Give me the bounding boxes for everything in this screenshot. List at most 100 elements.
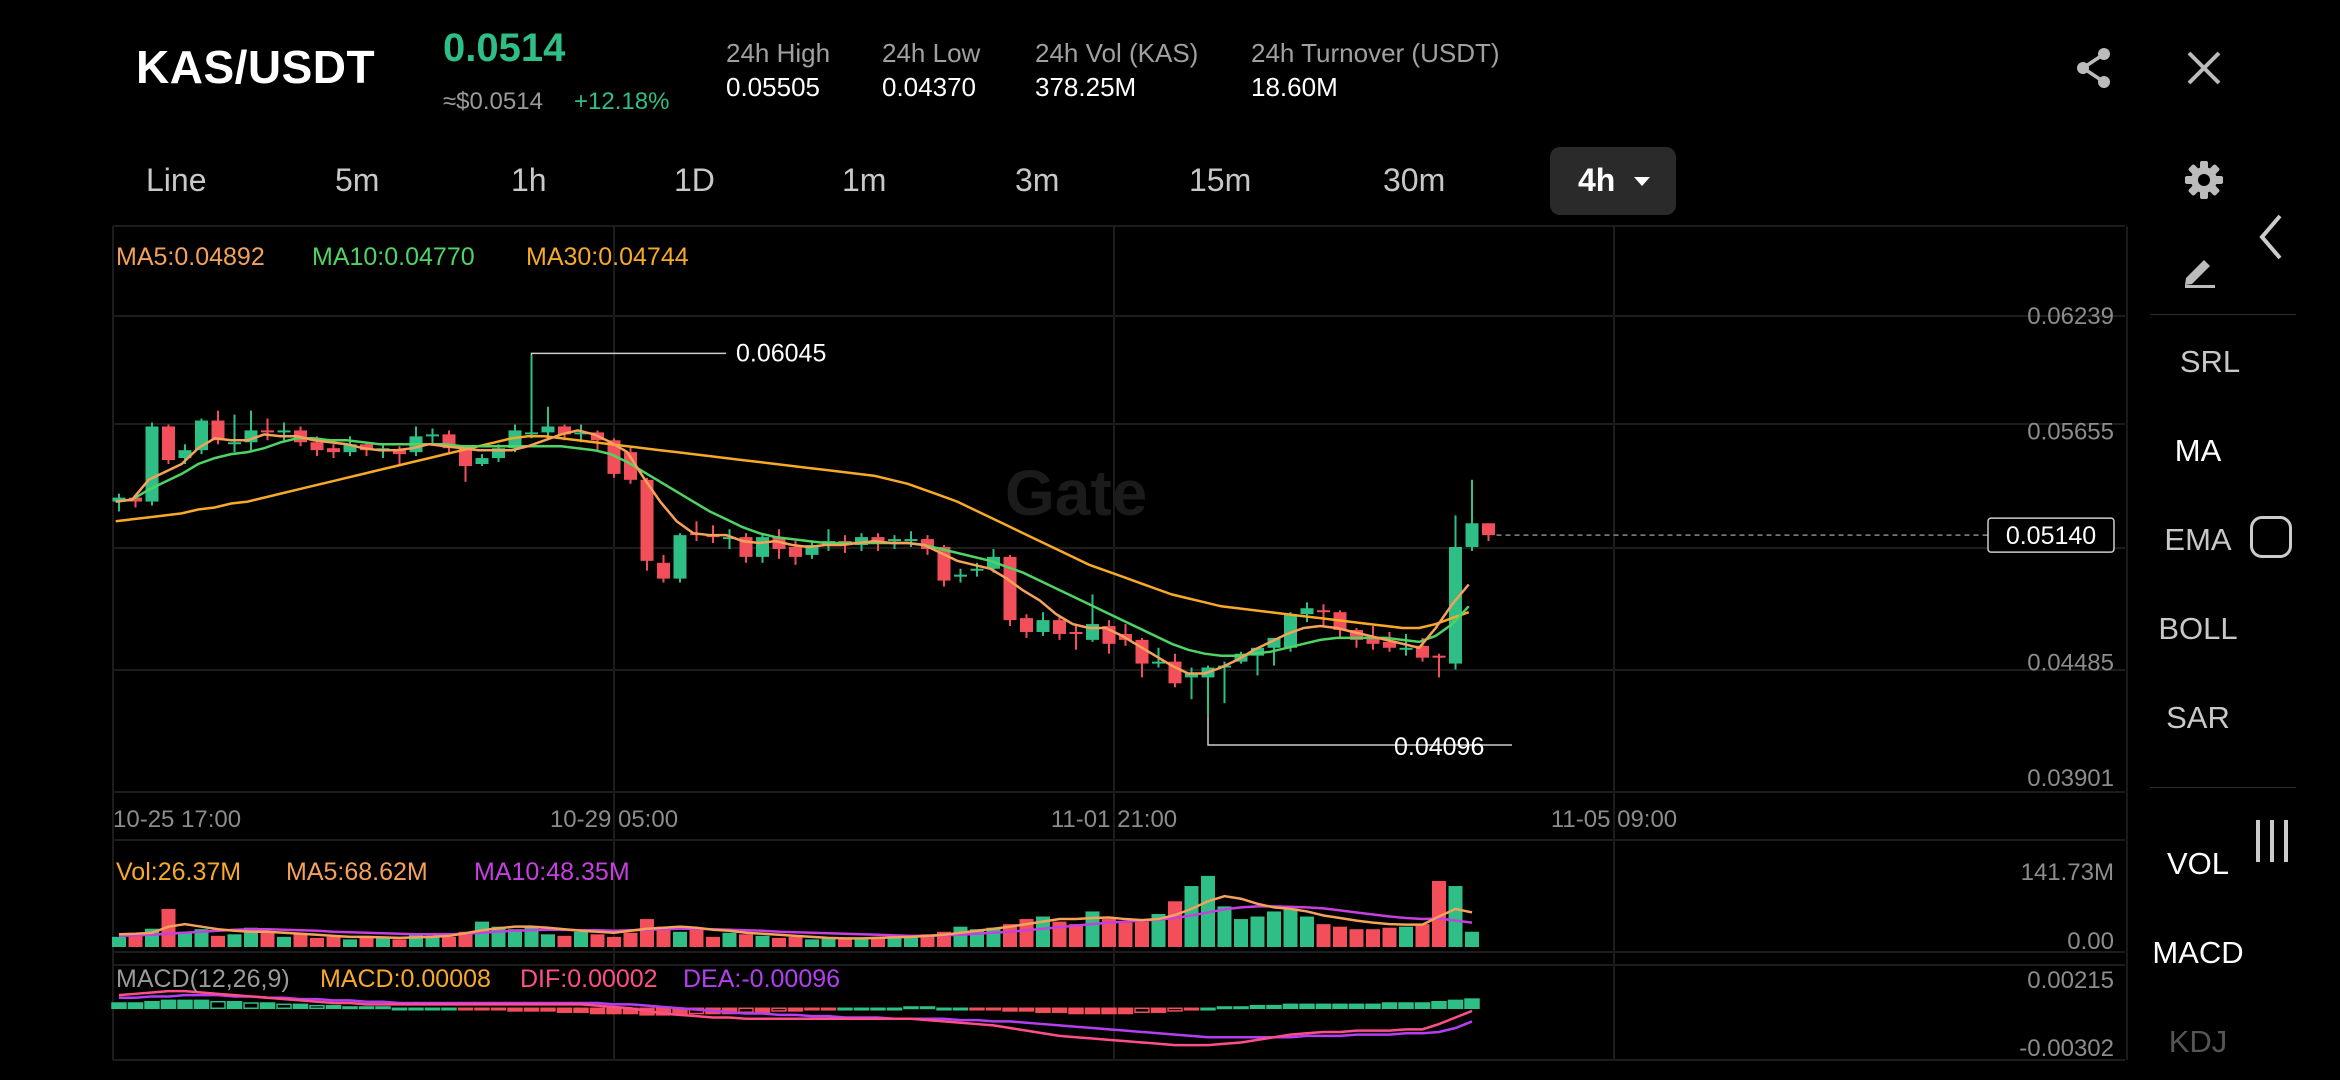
macd-bar — [1084, 1007, 1101, 1015]
time-label-3: 11-05 09:00 — [1551, 806, 1677, 833]
time-label-2: 11-01 21:00 — [1051, 806, 1177, 833]
low-marker-label: 0.04096 — [1394, 733, 1484, 761]
macd-bar — [1365, 1003, 1381, 1010]
macd-bar — [1249, 1004, 1266, 1010]
tab-4h[interactable]: 4h — [1550, 147, 1676, 215]
candle-body — [508, 430, 522, 449]
tab-1m[interactable]: 1m — [842, 162, 887, 198]
volume-bar — [128, 934, 143, 947]
macd-bar — [408, 1007, 424, 1011]
tab-3m[interactable]: 3m — [1015, 162, 1060, 198]
macd-bar — [969, 1007, 985, 1011]
price-tick-3: 0.03901 — [2027, 765, 2114, 792]
candle-body — [1152, 661, 1165, 664]
tab-30m[interactable]: 30m — [1383, 162, 1446, 198]
macd-bar — [177, 999, 193, 1010]
macd-bar — [771, 1007, 787, 1012]
indicator-ema[interactable]: EMA — [2164, 522, 2232, 557]
time-label-1: 10-29 05:00 — [550, 806, 678, 833]
volume-bar — [442, 936, 456, 947]
volume-bar — [1283, 908, 1298, 947]
macd-bar — [1282, 1003, 1299, 1010]
macd-bar — [1348, 1003, 1365, 1010]
macd-bar — [556, 1007, 573, 1013]
tab-15m[interactable]: 15m — [1189, 162, 1252, 198]
macd-bar — [1018, 1007, 1035, 1012]
macd-bar — [193, 999, 210, 1010]
legend-vol-ma10: MA10:48.35M — [474, 858, 630, 886]
candle-body — [1003, 556, 1017, 621]
tab-1d[interactable]: 1D — [674, 162, 715, 198]
candle-body — [574, 432, 588, 435]
volume-bar — [1234, 919, 1248, 947]
candle-body — [129, 497, 142, 502]
volume-bar — [112, 936, 126, 947]
volume-bar — [788, 936, 803, 947]
candle-body — [1399, 647, 1413, 650]
volume-bar — [689, 929, 704, 947]
candle-body — [723, 537, 736, 540]
indicator-srl[interactable]: SRL — [2179, 344, 2241, 379]
low-marker-line — [1207, 714, 1512, 746]
vol-ma5-line — [118, 894, 1473, 940]
macd-bar — [919, 1006, 936, 1010]
indicator-kdj[interactable]: KDJ — [2168, 1024, 2228, 1059]
volume-bar — [1448, 886, 1463, 947]
volume-bar — [524, 926, 539, 947]
sidebar-divider — [2126, 226, 2128, 1060]
stat-vol-label: 24h Vol (KAS) — [1035, 38, 1199, 68]
candle-body — [921, 539, 934, 549]
pencil-icon[interactable] — [2182, 254, 2218, 288]
volume-bar — [656, 926, 671, 947]
volume-bar — [1085, 911, 1100, 947]
macd-bar — [1414, 1002, 1431, 1010]
volume-bar — [1415, 924, 1430, 947]
macd-bar — [276, 1003, 292, 1010]
indicator-vol[interactable]: VOL — [2166, 846, 2230, 881]
macd-bar — [1183, 1007, 1200, 1011]
macd-bar — [523, 1007, 540, 1012]
candle-body — [277, 430, 291, 433]
watermark-logo: Gate — [1005, 457, 1147, 529]
recents-button-icon[interactable] — [2252, 818, 2292, 864]
volume-bar — [293, 934, 308, 947]
macd-bar — [292, 1003, 309, 1010]
macd-bar — [1002, 1007, 1018, 1012]
candle-body — [789, 547, 802, 557]
close-icon[interactable] — [2186, 50, 2222, 86]
home-button-icon[interactable] — [2250, 516, 2292, 558]
volume-bar — [904, 936, 918, 947]
indicator-boll[interactable]: BOLL — [2158, 611, 2238, 646]
kline-chart[interactable]: Gate MA5:0.04892 MA10:0.04770 MA30:0.04744… — [0, 0, 2126, 1080]
volume-bar — [739, 934, 753, 947]
macd-bar — [474, 1007, 490, 1011]
tab-line[interactable]: Line — [146, 162, 207, 198]
macd-bar — [606, 1007, 622, 1015]
legend-macd-dea: DEA:-0.00096 — [683, 965, 840, 993]
volume-layer — [112, 875, 1479, 947]
share-icon[interactable] — [2074, 46, 2114, 90]
volume-bar — [953, 926, 968, 947]
candle-body — [1383, 641, 1396, 648]
candle-body — [954, 574, 967, 577]
indicator-sar[interactable]: SAR — [2166, 700, 2230, 735]
volume-bar — [1217, 906, 1232, 947]
indicator-macd[interactable]: MACD — [2152, 935, 2244, 970]
tab-1h[interactable]: 1h — [511, 162, 547, 198]
volume-bar — [194, 929, 209, 947]
chevron-left-icon[interactable] — [2256, 212, 2286, 262]
legend-macd: MACD:0.00008 — [320, 965, 491, 993]
ma-lines-layer — [115, 429, 1470, 675]
macd-bar — [144, 1000, 160, 1010]
volume-bar — [854, 938, 869, 947]
tab-5m[interactable]: 5m — [335, 162, 380, 198]
macd-bar — [1299, 1003, 1315, 1010]
legend-vol: Vol:26.37M — [116, 858, 241, 886]
legend-macd-title: MACD(12,26,9) — [116, 965, 290, 993]
stat-low-value: 0.04370 — [882, 72, 976, 102]
candle-body — [1069, 631, 1083, 634]
indicator-ma[interactable]: MA — [2174, 433, 2222, 468]
gear-icon[interactable] — [2184, 160, 2224, 200]
macd-bar — [1134, 1007, 1150, 1013]
candle-body — [558, 426, 571, 435]
